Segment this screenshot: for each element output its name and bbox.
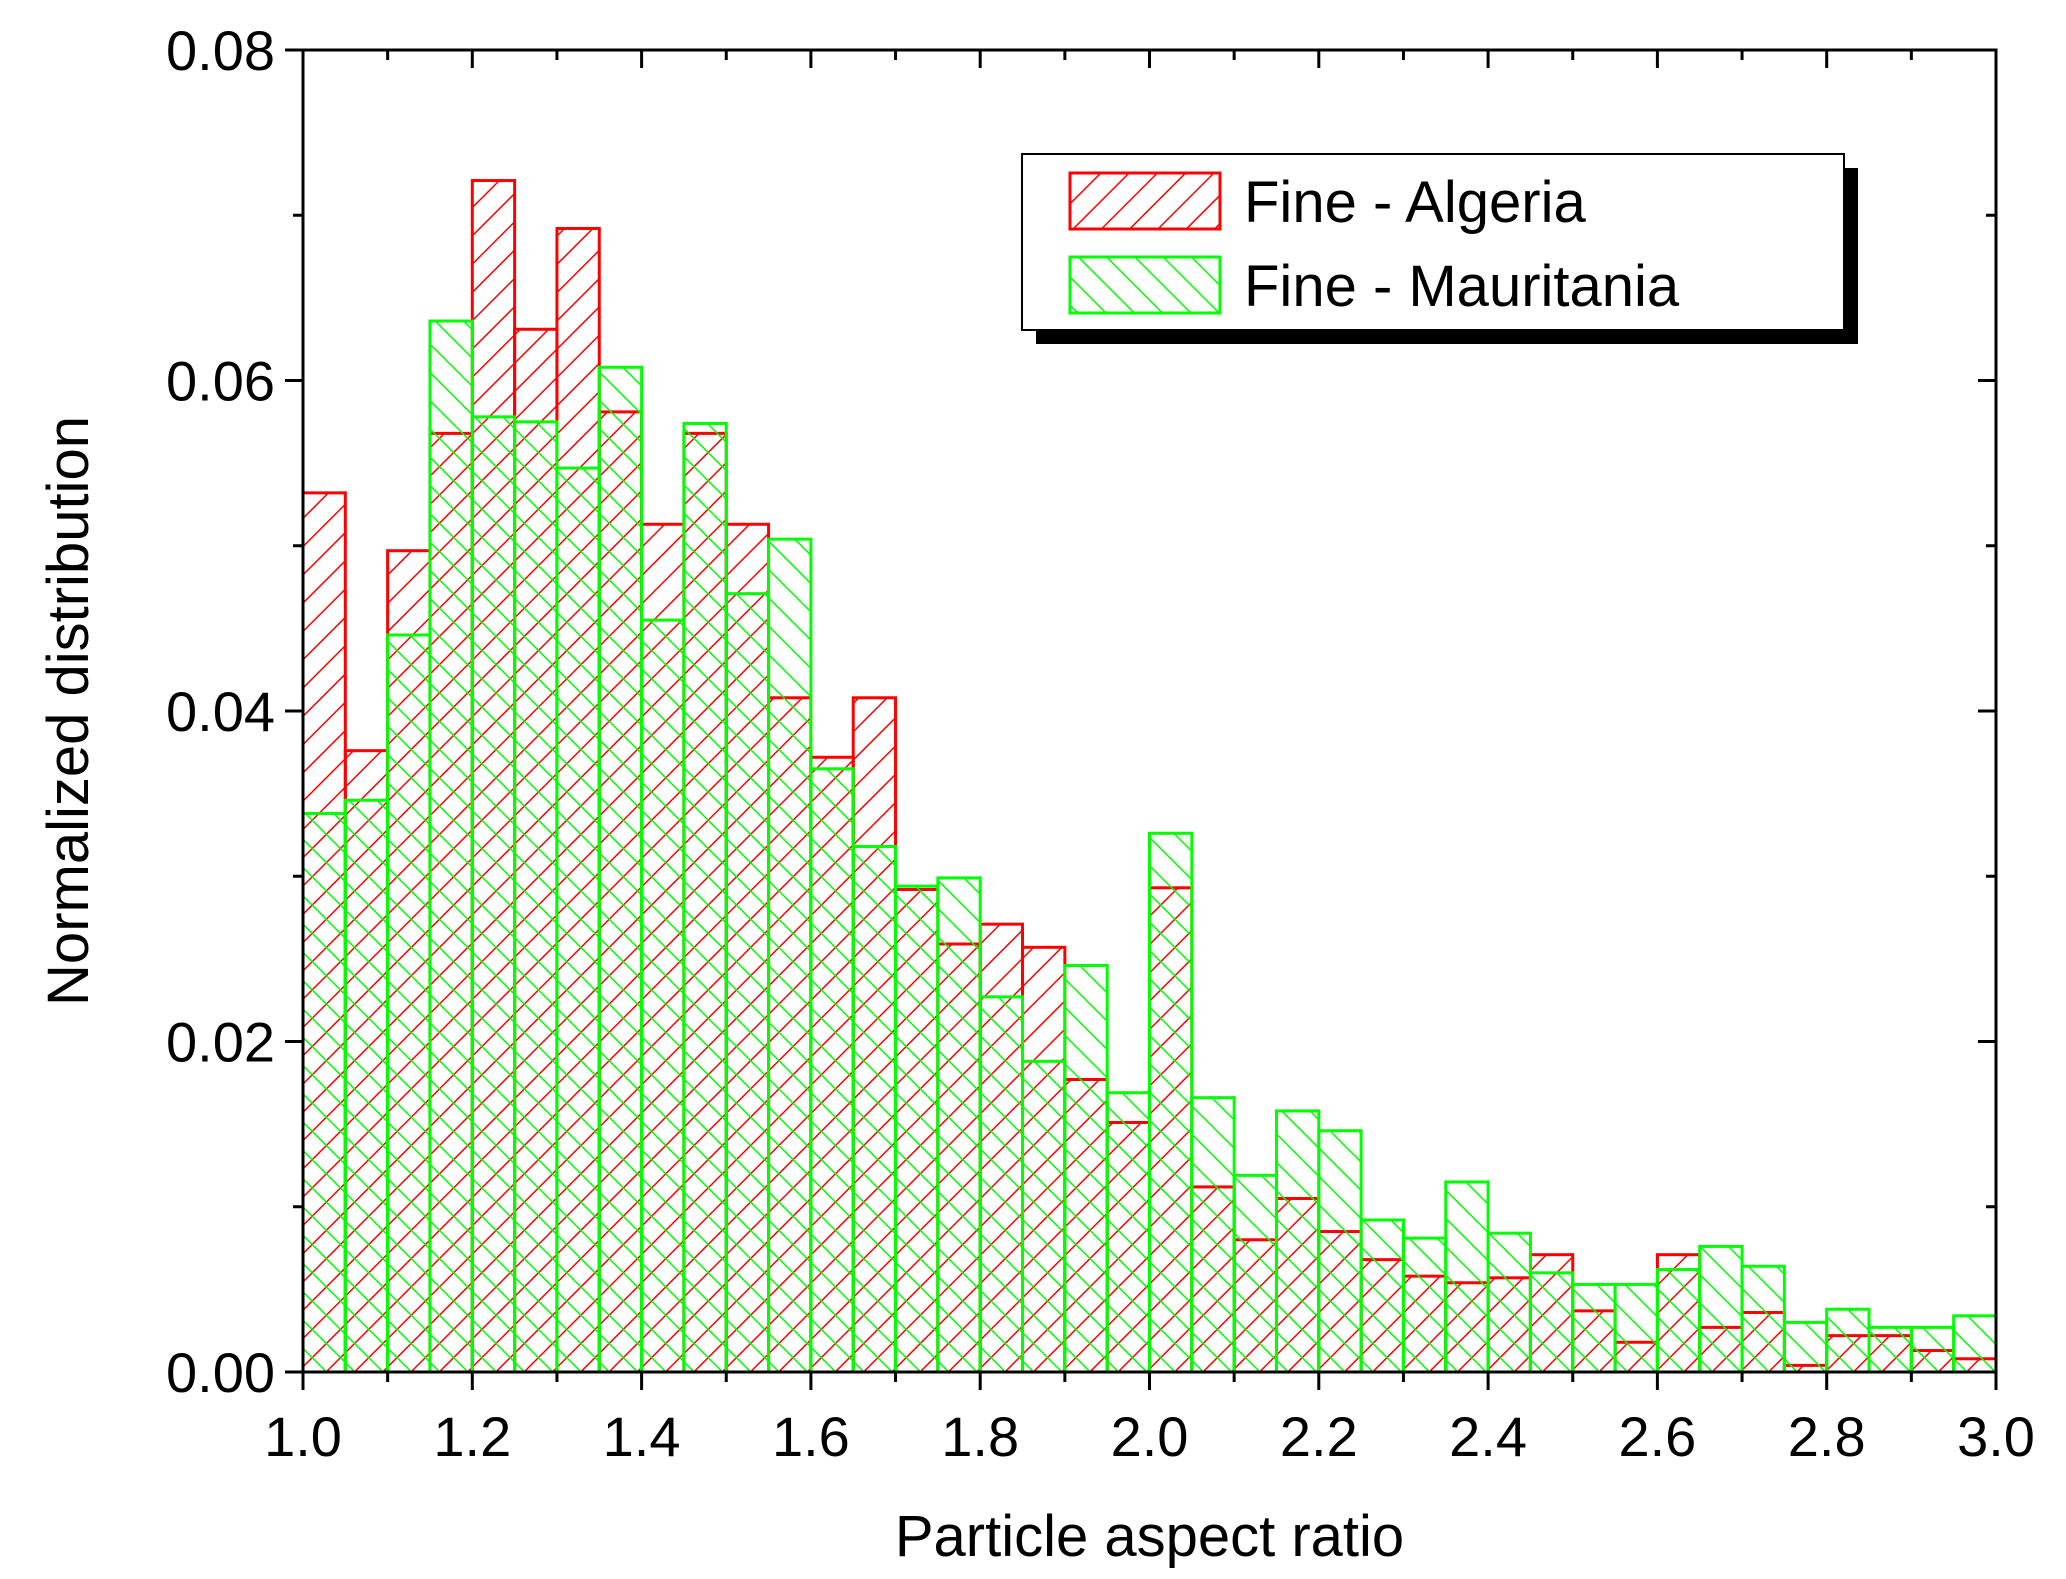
bar-mauritania	[1909, 1325, 1956, 1374]
x-tick-label: 2.2	[1280, 1405, 1358, 1468]
x-tick-label: 2.6	[1618, 1405, 1696, 1468]
bar-mauritania	[1105, 1091, 1152, 1374]
x-tick-label: 2.0	[1111, 1405, 1189, 1468]
x-tick-label: 2.4	[1449, 1405, 1527, 1468]
bar-mauritania	[1952, 1314, 1998, 1374]
bar-mauritania	[1486, 1231, 1532, 1374]
x-tick-label: 1.0	[264, 1405, 342, 1468]
x-tick-label: 1.6	[772, 1405, 850, 1468]
bar-mauritania	[470, 415, 517, 1374]
bar-mauritania	[640, 618, 686, 1374]
y-axis-title: Normalized distribution	[36, 416, 101, 1006]
y-tick-label: 0.00	[166, 1341, 275, 1404]
bar-mauritania	[513, 420, 559, 1374]
bar-mauritania	[555, 466, 601, 1374]
y-tick-label: 0.02	[166, 1011, 275, 1074]
bar-mauritania	[1825, 1307, 1871, 1374]
y-axis-ticks: 0.00 0.02 0.04 0.06 0.08	[166, 19, 1996, 1404]
bar-mauritania	[386, 633, 432, 1374]
bar-mauritania	[851, 845, 898, 1374]
x-tick-label: 1.4	[603, 1405, 681, 1468]
bar-mauritania	[1317, 1129, 1363, 1374]
x-tick-label: 1.2	[433, 1405, 511, 1468]
bar-mauritania	[1148, 831, 1194, 1374]
bar-mauritania	[1528, 1271, 1575, 1374]
bar-mauritania	[767, 537, 813, 1374]
bar-mauritania	[1274, 1109, 1321, 1374]
series-mauritania-bars	[301, 319, 1998, 1374]
bar-mauritania	[1359, 1218, 1405, 1374]
bar-mauritania	[1655, 1268, 1702, 1374]
bar-mauritania	[1571, 1282, 1617, 1374]
x-tick-label: 3.0	[1957, 1405, 2035, 1468]
bar-mauritania	[343, 798, 390, 1374]
bar-mauritania	[1613, 1282, 1659, 1374]
bar-mauritania	[1740, 1264, 1786, 1374]
bar-mauritania	[1444, 1180, 1490, 1374]
x-tick-label: 1.8	[941, 1405, 1019, 1468]
legend: Fine - Algeria Fine - Mauritania	[1021, 153, 1858, 344]
bar-mauritania	[978, 995, 1025, 1374]
y-tick-label: 0.04	[166, 680, 275, 743]
legend-swatch-mauritania	[1068, 255, 1222, 315]
y-tick-label: 0.06	[166, 350, 275, 413]
bar-mauritania	[724, 592, 771, 1374]
legend-label-mauritania: Fine - Mauritania	[1244, 254, 1680, 319]
bar-mauritania	[894, 884, 940, 1374]
bar-mauritania	[1063, 963, 1109, 1374]
bar-mauritania	[936, 876, 982, 1374]
bar-mauritania	[809, 767, 855, 1374]
x-tick-label: 2.8	[1788, 1405, 1866, 1468]
bar-mauritania	[1782, 1320, 1829, 1374]
bar-mauritania	[682, 421, 728, 1374]
x-axis-title: Particle aspect ratio	[895, 1504, 1404, 1569]
bar-mauritania	[1021, 1059, 1067, 1374]
bar-mauritania	[1232, 1173, 1278, 1374]
y-tick-label: 0.08	[166, 19, 275, 82]
bar-mauritania	[1401, 1236, 1448, 1374]
bar-mauritania	[1190, 1096, 1236, 1374]
bar-mauritania	[1867, 1325, 1913, 1374]
legend-label-algeria: Fine - Algeria	[1244, 170, 1586, 235]
x-axis-ticks: 1.0 1.2 1.4 1.6 1.8 2.0 2.2 2.4 2.6 2.8 3.0	[264, 50, 2035, 1468]
bar-mauritania	[301, 811, 347, 1374]
bar-mauritania	[428, 319, 474, 1374]
bar-mauritania	[597, 365, 644, 1374]
bar-mauritania	[1698, 1244, 1744, 1374]
legend-swatch-algeria	[1068, 171, 1222, 231]
